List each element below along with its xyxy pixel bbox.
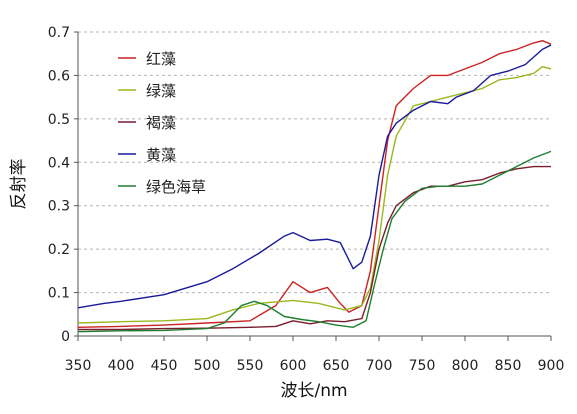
x-tick-label: 750 (409, 358, 436, 374)
y-tick-label: 0.5 (48, 112, 70, 128)
y-tick-label: 0.1 (48, 286, 70, 302)
axes: 0 0.1 0.2 0.3 0.4 0.5 0.6 0.7 350 400 450 500 550 600… (48, 25, 565, 374)
x-tick-label: 800 (452, 358, 479, 374)
x-tick-label: 450 (151, 358, 178, 374)
y-tick-label: 0.3 (48, 199, 70, 215)
series-line-2 (78, 165, 551, 331)
x-tick-label: 600 (280, 358, 307, 374)
x-axis-title: 波长/nm (280, 381, 347, 401)
x-tick-label: 900 (538, 358, 565, 374)
x-tick-label: 550 (237, 358, 264, 374)
x-tick-label: 850 (495, 358, 522, 374)
series-line-0 (77, 40, 552, 328)
legend-label-0: 红藻 (146, 50, 176, 68)
y-tick-label: 0.4 (48, 155, 70, 171)
legend-label-2: 褐藻 (146, 114, 176, 132)
series-line-3 (77, 44, 552, 309)
legend-label-3: 黄藻 (146, 146, 176, 164)
y-axis-title: 反射率 (9, 159, 29, 210)
series-lines (77, 40, 552, 333)
series-line-1 (77, 66, 552, 324)
x-tick-label: 700 (366, 358, 393, 374)
y-tick-label: 0 (61, 329, 70, 345)
x-tick-label: 400 (108, 358, 135, 374)
y-tick-label: 0.2 (48, 242, 70, 258)
x-tick-label: 500 (194, 358, 221, 374)
y-tick-label: 0.7 (48, 25, 70, 41)
x-tick-label: 650 (323, 358, 350, 374)
legend-label-4: 绿色海草 (146, 178, 206, 196)
x-tick-label: 350 (65, 358, 92, 374)
y-tick-label: 0.6 (48, 68, 70, 84)
series-line-4 (77, 150, 552, 333)
grid-lines (78, 31, 551, 294)
legend-label-1: 绿藻 (146, 82, 176, 100)
